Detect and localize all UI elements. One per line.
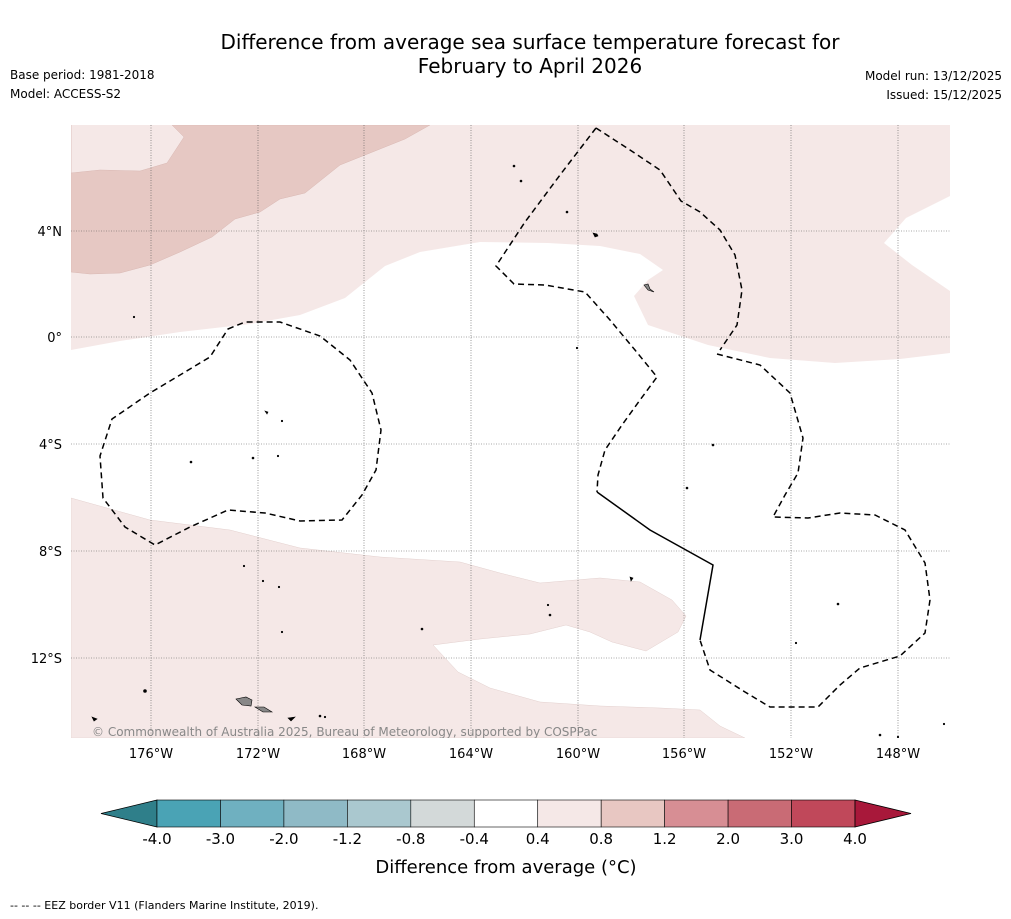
colorbar-bin-6 xyxy=(537,799,602,828)
colorbar-bin-0 xyxy=(156,799,221,828)
graticule xyxy=(71,125,950,738)
lon-label-152w: 152°W xyxy=(769,747,813,762)
colorbar-title: Difference from average (°C) xyxy=(375,857,636,878)
eez-footnote: -- -- -- EEZ border V11 (Flanders Marine… xyxy=(10,899,319,912)
colorbar-bin-4 xyxy=(410,799,475,828)
colorbar-bin-7 xyxy=(600,799,665,828)
chart-title: Difference from average sea surface temp… xyxy=(110,30,950,78)
title-line-2: February to April 2026 xyxy=(417,54,643,78)
map-panel: © Commonwealth of Australia 2025, Bureau… xyxy=(71,125,950,739)
colorbar xyxy=(100,799,912,828)
model-name: Model: ACCESS-S2 xyxy=(10,87,122,101)
colorbar-tick-label: 0.8 xyxy=(589,830,613,848)
lon-label-164w: 164°W xyxy=(449,747,493,762)
colorbar-tick-label: -0.8 xyxy=(396,830,425,848)
meta-left: Base period: 1981-2018 Model: ACCESS-S2 xyxy=(10,66,155,104)
colorbar-bin-9 xyxy=(727,799,792,828)
colorbar-tick-label: 2.0 xyxy=(716,830,740,848)
eez-border-samoa xyxy=(99,321,382,546)
base-period: Base period: 1981-2018 xyxy=(10,68,155,82)
colorbar-tick-label: 0.4 xyxy=(526,830,550,848)
lat-label-8s: 8°S xyxy=(39,545,62,560)
samoa-island-savaii xyxy=(235,696,253,707)
lon-label-168w: 168°W xyxy=(342,747,386,762)
colorbar-extend-low xyxy=(100,799,158,828)
lat-label-4n: 4°N xyxy=(38,225,63,240)
eez-border-solid-segment xyxy=(596,491,714,641)
colorbar-tick-label: -2.0 xyxy=(269,830,298,848)
colorbar-tick-labels: -4.0 -3.0 -2.0 -1.2 -0.8 -0.4 0.4 0.8 1.2 2.0 3.0 4… xyxy=(142,830,867,848)
colorbar-tick-label: 1.2 xyxy=(653,830,677,848)
colorbar-tick-label: 3.0 xyxy=(780,830,804,848)
islands xyxy=(91,164,946,738)
colorbar-tick-label: -4.0 xyxy=(142,830,171,848)
eez-border-line-islands xyxy=(699,353,931,708)
colorbar-tick-label: -0.4 xyxy=(460,830,489,848)
colorbar-bin-5 xyxy=(473,799,539,828)
colorbar-tick-label: -3.0 xyxy=(206,830,235,848)
colorbar-bin-10 xyxy=(791,799,856,828)
lat-labels: 4°N 0° 4°S 8°S 12°S xyxy=(31,225,62,667)
lon-label-160w: 160°W xyxy=(556,747,600,762)
colorbar-tick-label: -1.2 xyxy=(333,830,362,848)
model-run: Model run: 13/12/2025 xyxy=(864,69,1002,83)
lat-label-12s: 12°S xyxy=(31,652,62,667)
eez-border-tokelau xyxy=(595,127,743,351)
samoa-island-upolu xyxy=(253,706,274,713)
colorbar-tick-label: 4.0 xyxy=(843,830,867,848)
lon-label-172w: 172°W xyxy=(236,747,280,762)
lat-label-4s: 4°S xyxy=(39,438,62,453)
meta-right: Model run: 13/12/2025 Issued: 15/12/2025 xyxy=(865,67,1002,105)
colorbar-bin-1 xyxy=(220,799,285,828)
copyright-notice: © Commonwealth of Australia 2025, Bureau… xyxy=(92,725,597,739)
colorbar-extend-high xyxy=(854,799,912,828)
colorbar-bin-8 xyxy=(664,799,729,828)
lat-label-0: 0° xyxy=(47,331,62,346)
lon-label-148w: 148°W xyxy=(876,747,920,762)
lon-labels: 176°W 172°W 168°W 164°W 160°W 156°W 152°… xyxy=(129,747,920,762)
anomaly-region-0.8-1.2 xyxy=(71,125,431,275)
lon-label-176w: 176°W xyxy=(129,747,173,762)
colorbar-bin-2 xyxy=(283,799,348,828)
colorbar-bin-3 xyxy=(347,799,412,828)
title-line-1: Difference from average sea surface temp… xyxy=(220,30,840,54)
lon-label-156w: 156°W xyxy=(662,747,706,762)
anomaly-region-0.4-0.8-south xyxy=(71,497,746,738)
eez-borders xyxy=(99,127,931,708)
eez-border-phoenix-islands xyxy=(495,127,658,493)
issued-date: Issued: 15/12/2025 xyxy=(886,88,1002,102)
